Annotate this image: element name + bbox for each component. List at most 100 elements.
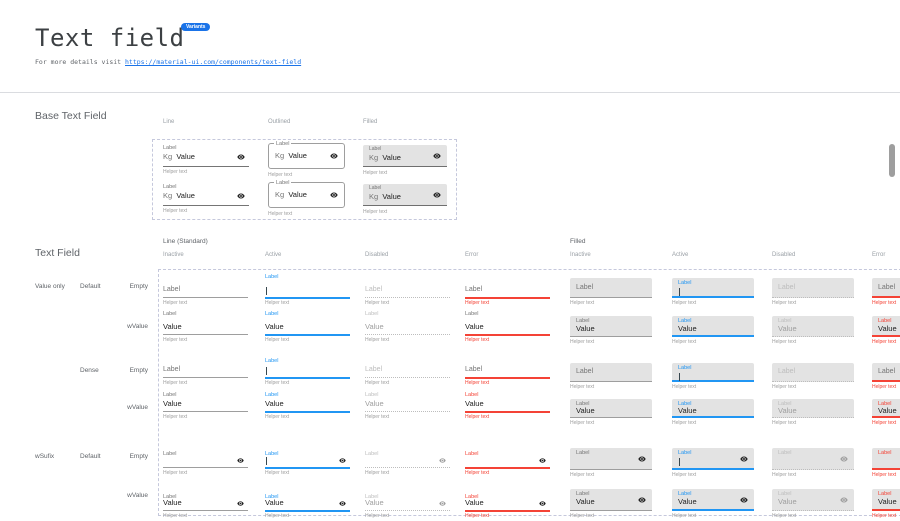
- field-label: Label: [878, 318, 892, 324]
- field-underline: [265, 411, 350, 413]
- filled-box: Label Kg Value: [363, 184, 447, 206]
- text-field-filled-inactive-row5[interactable]: Label Helper text: [570, 448, 652, 480]
- text-field-line-active-row3[interactable]: Label Helper text: [265, 357, 350, 391]
- text-field-filled-error-row1[interactable]: Label Helper text: [872, 278, 900, 308]
- base-text-field-line[interactable]: Label Kg Value Helper text: [163, 178, 249, 216]
- field-label: Label: [778, 284, 796, 291]
- text-field-line-error-row6[interactable]: Label Value Helper text: [465, 487, 550, 521]
- field-label: Label: [878, 450, 892, 456]
- visibility-icon: [237, 153, 245, 161]
- field-value: Value: [163, 322, 182, 331]
- text-field-filled-disabled-row5[interactable]: Label Helper text: [772, 448, 854, 480]
- base-text-field-line[interactable]: Label Kg Value Helper text: [163, 139, 249, 177]
- field-helper: Helper text: [672, 384, 697, 390]
- visibility-icon: [433, 191, 441, 199]
- text-field-line-inactive-row4[interactable]: Label Value Helper text: [163, 391, 248, 425]
- text-field-filled-error-row2[interactable]: Label Value Helper text: [872, 316, 900, 347]
- visibility-icon: [539, 500, 546, 507]
- text-field-filled-active-row5[interactable]: Label Helper text: [672, 448, 754, 480]
- text-field-line-disabled-row2[interactable]: Label Value Helper text: [365, 311, 450, 345]
- field-label: Label: [163, 366, 181, 373]
- material-ui-link[interactable]: https://material-ui.com/components/text-…: [125, 58, 302, 66]
- text-field-filled-disabled-row2[interactable]: Label Value Helper text: [772, 316, 854, 347]
- filled-box: Label Value: [672, 316, 754, 337]
- filled-box: Label Value: [872, 399, 900, 418]
- field-value: Kg Value: [275, 151, 307, 160]
- text-field-filled-active-row1[interactable]: Label Helper text: [672, 278, 754, 308]
- text-field-line-error-row2[interactable]: Label Value Helper text: [465, 311, 550, 345]
- text-field-line-inactive-row1[interactable]: Label Helper text: [163, 274, 248, 308]
- text-field-filled-inactive-row4[interactable]: Label Value Helper text: [570, 399, 652, 428]
- field-label: Label: [678, 450, 692, 456]
- field-label: Label: [678, 280, 692, 286]
- text-field-filled-disabled-row3[interactable]: Label Helper text: [772, 363, 854, 392]
- field-value: Value: [878, 406, 897, 415]
- text-field-filled-inactive-row1[interactable]: Label Helper text: [570, 278, 652, 308]
- text-field-line-disabled-row6[interactable]: Label Value Helper text: [365, 487, 450, 521]
- field-value: Value: [576, 406, 595, 415]
- base-text-field-filled[interactable]: Label Kg Value Helper text: [363, 178, 447, 216]
- text-field-filled-error-row3[interactable]: Label Helper text: [872, 363, 900, 392]
- text-field-filled-disabled-row4[interactable]: Label Value Helper text: [772, 399, 854, 428]
- visibility-icon: [439, 457, 446, 464]
- text-field-line-error-row1[interactable]: Label Helper text: [465, 274, 550, 308]
- field-value: Value: [163, 399, 182, 408]
- field-underline: [163, 334, 248, 335]
- filled-box: Label Kg Value: [363, 145, 447, 167]
- text-field-line-inactive-row2[interactable]: Label Value Helper text: [163, 311, 248, 345]
- text-field-line-disabled-row3[interactable]: Label Helper text: [365, 357, 450, 391]
- text-field-filled-inactive-row2[interactable]: Label Value Helper text: [570, 316, 652, 347]
- text-field-line-error-row4[interactable]: Label Value Helper text: [465, 391, 550, 425]
- field-helper: Helper text: [772, 384, 797, 390]
- text-field-line-inactive-row6[interactable]: Label Value Helper text: [163, 487, 248, 521]
- field-label: Label: [365, 366, 383, 373]
- field-underline: [265, 510, 350, 512]
- text-field-line-active-row5[interactable]: Label Helper text: [265, 444, 350, 478]
- scrollbar-thumb[interactable]: [889, 144, 895, 177]
- outlined-box: Label Kg Value: [268, 180, 345, 208]
- text-field-filled-active-row2[interactable]: Label Value Helper text: [672, 316, 754, 347]
- field-helper: Helper text: [465, 300, 490, 306]
- field-label: Label: [576, 401, 590, 407]
- text-field-filled-error-row4[interactable]: Label Value Helper text: [872, 399, 900, 428]
- page-title: Text field: [35, 24, 185, 52]
- field-label: Label: [274, 141, 292, 148]
- text-field-line-active-row2[interactable]: Label Value Helper text: [265, 311, 350, 345]
- text-field-filled-active-row3[interactable]: Label Helper text: [672, 363, 754, 392]
- text-field-filled-active-row4[interactable]: Label Value Helper text: [672, 399, 754, 428]
- field-value: Value: [576, 497, 595, 506]
- field-value: Value: [778, 497, 797, 506]
- field-underline: [163, 377, 248, 378]
- text-field-filled-disabled-row1[interactable]: Label Helper text: [772, 278, 854, 308]
- field-label: Label: [465, 451, 479, 457]
- field-underline: [365, 334, 450, 335]
- field-value: Kg Value: [163, 191, 195, 200]
- base-text-field-filled[interactable]: Label Kg Value Helper text: [363, 139, 447, 177]
- field-helper: Helper text: [363, 170, 388, 176]
- text-field-line-inactive-row5[interactable]: Label Helper text: [163, 444, 248, 478]
- field-label: Label: [163, 145, 177, 151]
- filled-box: Label Value: [772, 489, 854, 511]
- field-label: Label: [265, 311, 279, 317]
- text-field-line-disabled-row4[interactable]: Label Value Helper text: [365, 391, 450, 425]
- text-field-line-active-row4[interactable]: Label Value Helper text: [265, 391, 350, 425]
- text-field-filled-inactive-row3[interactable]: Label Helper text: [570, 363, 652, 392]
- visibility-icon: [237, 500, 244, 507]
- field-label: Label: [878, 401, 892, 407]
- field-helper: Helper text: [772, 513, 797, 519]
- text-field-line-disabled-row1[interactable]: Label Helper text: [365, 274, 450, 308]
- text-field-line-active-row6[interactable]: Label Value Helper text: [265, 487, 350, 521]
- text-field-line-inactive-row3[interactable]: Label Helper text: [163, 357, 248, 391]
- text-field-line-disabled-row5[interactable]: Label Helper text: [365, 444, 450, 478]
- text-field-line-active-row1[interactable]: Label Helper text: [265, 274, 350, 308]
- base-text-field-outlined[interactable]: Label Kg Value Helper text: [268, 139, 345, 178]
- base-column-header-line: Line: [163, 119, 175, 125]
- field-helper: Helper text: [872, 472, 897, 478]
- text-field-line-error-row3[interactable]: Label Helper text: [465, 357, 550, 391]
- field-label: Label: [163, 451, 177, 457]
- text-field-filled-error-row5[interactable]: Label Helper text: [872, 448, 900, 480]
- text-field-line-error-row5[interactable]: Label Helper text: [465, 444, 550, 478]
- field-helper: Helper text: [265, 380, 290, 386]
- field-label: Label: [878, 284, 896, 291]
- base-text-field-outlined[interactable]: Label Kg Value Helper text: [268, 178, 345, 217]
